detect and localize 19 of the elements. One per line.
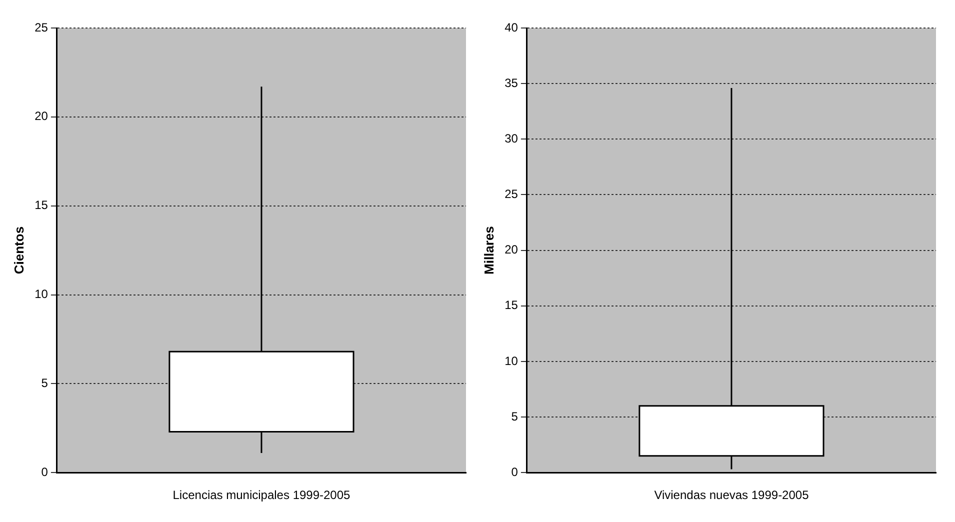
y-tick-label: 35	[504, 76, 518, 90]
x-tick-label: Viviendas nuevas 1999-2005	[654, 488, 810, 502]
y-tick-label: 20	[504, 242, 518, 257]
y-tick-label: 40	[504, 20, 518, 34]
y-tick-label: 25	[34, 20, 48, 34]
y-tick-label: 20	[34, 109, 48, 124]
y-tick-label: 5	[41, 376, 48, 390]
y-tick-label: 10	[34, 287, 48, 302]
y-axis-title: Millares	[481, 226, 496, 275]
y-tick-label: 10	[504, 354, 518, 368]
y-tick-label: 15	[34, 198, 48, 212]
y-tick-label: 5	[511, 409, 518, 424]
x-tick-label: Licencias municipales 1999-2005	[172, 488, 351, 502]
y-tick-label: 0	[511, 464, 518, 479]
y-tick-label: 30	[504, 131, 518, 146]
y-axis-title: Cientos	[11, 226, 26, 274]
y-tick-label: 0	[41, 464, 48, 479]
y-tick-label: 25	[504, 187, 518, 202]
y-tick-label: 15	[504, 298, 518, 312]
